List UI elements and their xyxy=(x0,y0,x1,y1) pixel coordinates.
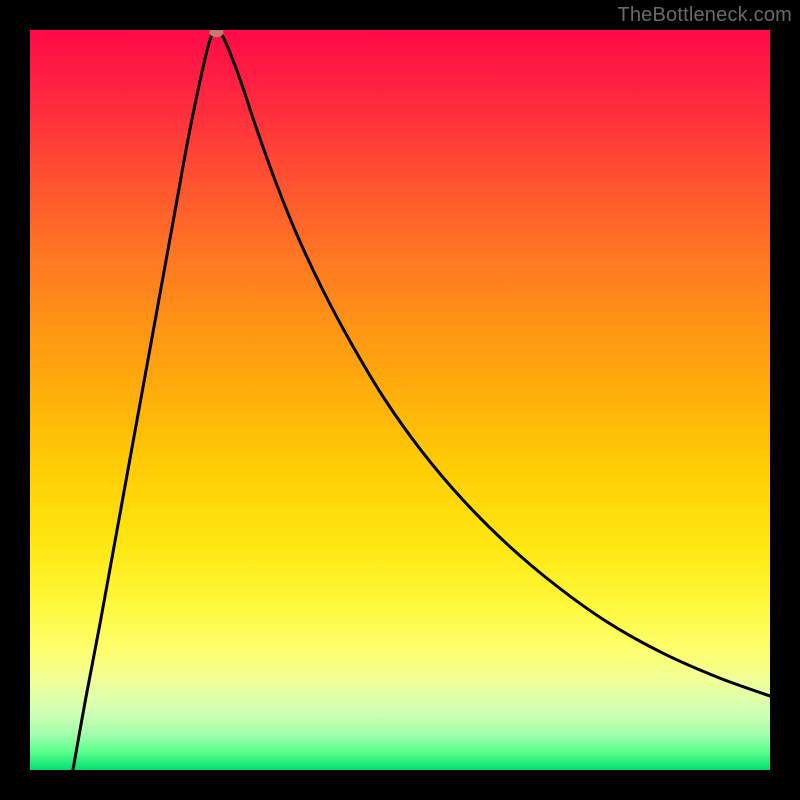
curve-overlay xyxy=(30,30,770,770)
plot-area xyxy=(30,30,770,770)
watermark-text: TheBottleneck.com xyxy=(617,4,792,27)
bottleneck-curve xyxy=(73,31,770,770)
chart-container: TheBottleneck.com xyxy=(0,0,800,800)
